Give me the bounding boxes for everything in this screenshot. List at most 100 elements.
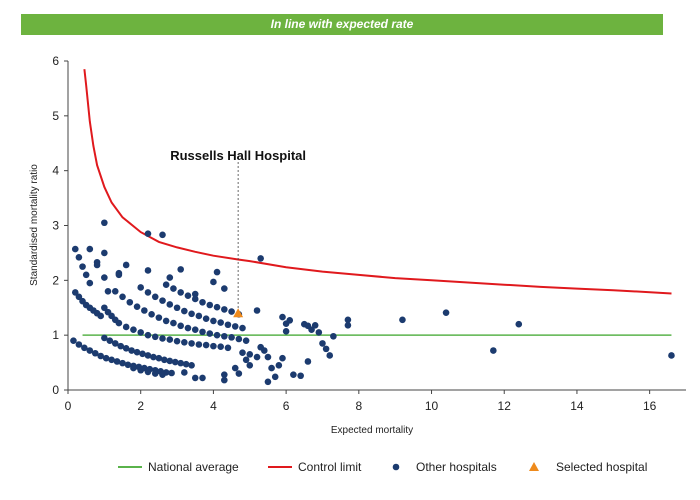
y-tick-label: 6 bbox=[52, 54, 59, 68]
selected-hospital-point bbox=[233, 308, 244, 318]
other-hospital-point bbox=[159, 231, 166, 239]
x-tick-label: 16 bbox=[643, 399, 657, 413]
other-hospital-point bbox=[117, 342, 125, 350]
other-hospital-point bbox=[151, 370, 159, 377]
other-hospital-point bbox=[275, 362, 283, 369]
other-hospital-point bbox=[159, 335, 166, 342]
other-hospital-point bbox=[104, 288, 112, 295]
other-hospital-point bbox=[122, 323, 130, 331]
other-hospital-point bbox=[86, 279, 94, 287]
x-tick-label: 4 bbox=[210, 399, 217, 413]
other-hospital-point bbox=[106, 337, 114, 344]
other-hospital-point bbox=[221, 285, 228, 292]
other-hospital-point bbox=[81, 344, 88, 352]
y-axis-title: Standardised mortality ratio bbox=[29, 164, 40, 286]
other-hospital-point bbox=[166, 301, 174, 308]
other-hospital-point bbox=[137, 329, 145, 336]
other-hospital-point bbox=[188, 310, 195, 318]
y-tick-label: 5 bbox=[52, 109, 59, 123]
x-axis-title: Expected mortality bbox=[331, 425, 413, 436]
other-hospital-point bbox=[188, 340, 195, 347]
other-hospital-point bbox=[286, 317, 294, 324]
other-hospital-point bbox=[199, 374, 206, 382]
other-hospital-point bbox=[144, 267, 152, 274]
other-hospital-point bbox=[86, 245, 94, 253]
chart-banner: In line with expected rate bbox=[21, 14, 663, 35]
other-hospital-point bbox=[75, 341, 83, 348]
x-tick-label: 10 bbox=[425, 399, 439, 413]
other-hospital-point bbox=[199, 298, 206, 306]
other-hospital-point bbox=[128, 347, 135, 354]
other-hospital-point bbox=[213, 268, 221, 276]
other-hospital-point bbox=[202, 341, 210, 349]
other-hospital-point bbox=[268, 364, 275, 372]
other-hospital-point bbox=[93, 261, 101, 269]
other-hospital-point bbox=[162, 317, 170, 325]
other-hospital-point bbox=[191, 374, 199, 382]
other-hospital-point bbox=[119, 293, 126, 301]
other-hospital-point bbox=[231, 323, 239, 330]
other-hospital-point bbox=[217, 343, 224, 350]
other-hospital-point bbox=[101, 334, 108, 342]
other-hospital-point bbox=[166, 336, 174, 343]
other-hospital-point bbox=[191, 326, 199, 333]
other-hospital-point bbox=[242, 356, 250, 364]
other-hospital-point bbox=[304, 358, 312, 365]
other-hospital-point bbox=[82, 271, 90, 279]
other-hospital-point bbox=[399, 316, 406, 324]
other-hospital-point bbox=[228, 308, 235, 315]
other-hospital-point bbox=[155, 354, 163, 362]
legend-label: Other hospitals bbox=[416, 460, 497, 474]
y-tick-label: 0 bbox=[52, 383, 59, 397]
other-hospital-point bbox=[177, 289, 184, 296]
y-ticks: 0 1 2 3 4 5 6 bbox=[52, 54, 68, 397]
other-hospital-point bbox=[182, 360, 190, 368]
other-hospital-point bbox=[279, 354, 286, 362]
selected-hospital-points bbox=[233, 308, 244, 318]
other-hospital-point bbox=[102, 354, 110, 362]
other-hospital-point bbox=[330, 332, 337, 340]
other-hospital-point bbox=[242, 337, 250, 344]
other-hospital-point bbox=[261, 347, 268, 354]
other-hospital-point bbox=[206, 330, 214, 337]
other-hospital-point bbox=[290, 371, 297, 378]
other-hospital-point bbox=[224, 344, 232, 352]
other-hospital-point bbox=[139, 350, 146, 358]
other-hospital-point bbox=[101, 249, 108, 257]
legend-dot-symbol bbox=[392, 463, 400, 471]
other-hospital-point bbox=[235, 370, 243, 377]
other-hospital-point bbox=[130, 364, 137, 372]
other-hospital-point bbox=[181, 369, 188, 376]
other-hospital-point bbox=[195, 341, 203, 348]
other-hospital-point bbox=[171, 358, 179, 366]
legend-label: Control limit bbox=[298, 460, 362, 474]
other-hospital-point bbox=[210, 278, 217, 286]
other-hospital-point bbox=[221, 332, 228, 340]
other-hospitals-points bbox=[70, 219, 675, 386]
y-tick-label: 1 bbox=[52, 328, 59, 342]
x-tick-label: 12 bbox=[498, 399, 512, 413]
other-hospital-point bbox=[148, 311, 155, 318]
other-hospital-point bbox=[210, 317, 217, 325]
other-hospital-point bbox=[188, 362, 195, 369]
other-hospital-point bbox=[144, 289, 152, 296]
other-hospital-point bbox=[228, 334, 235, 341]
other-hospital-point bbox=[297, 372, 304, 380]
other-hospital-point bbox=[177, 266, 184, 273]
x-tick-label: 8 bbox=[355, 399, 362, 413]
other-hospital-point bbox=[264, 378, 272, 386]
other-hospital-point bbox=[319, 340, 326, 347]
other-hospital-point bbox=[344, 321, 352, 329]
other-hospital-point bbox=[326, 352, 334, 359]
other-hospital-point bbox=[168, 369, 175, 377]
y-tick-label: 2 bbox=[52, 273, 59, 287]
other-hospital-point bbox=[101, 274, 108, 281]
other-hospital-point bbox=[141, 307, 148, 314]
other-hospital-point bbox=[191, 295, 199, 303]
other-hospital-point bbox=[97, 312, 105, 320]
other-hospital-point bbox=[224, 321, 232, 329]
other-hospital-point bbox=[137, 366, 145, 374]
other-hospital-point bbox=[181, 307, 188, 315]
control-limit-line bbox=[83, 69, 672, 295]
other-hospital-point bbox=[161, 356, 168, 364]
